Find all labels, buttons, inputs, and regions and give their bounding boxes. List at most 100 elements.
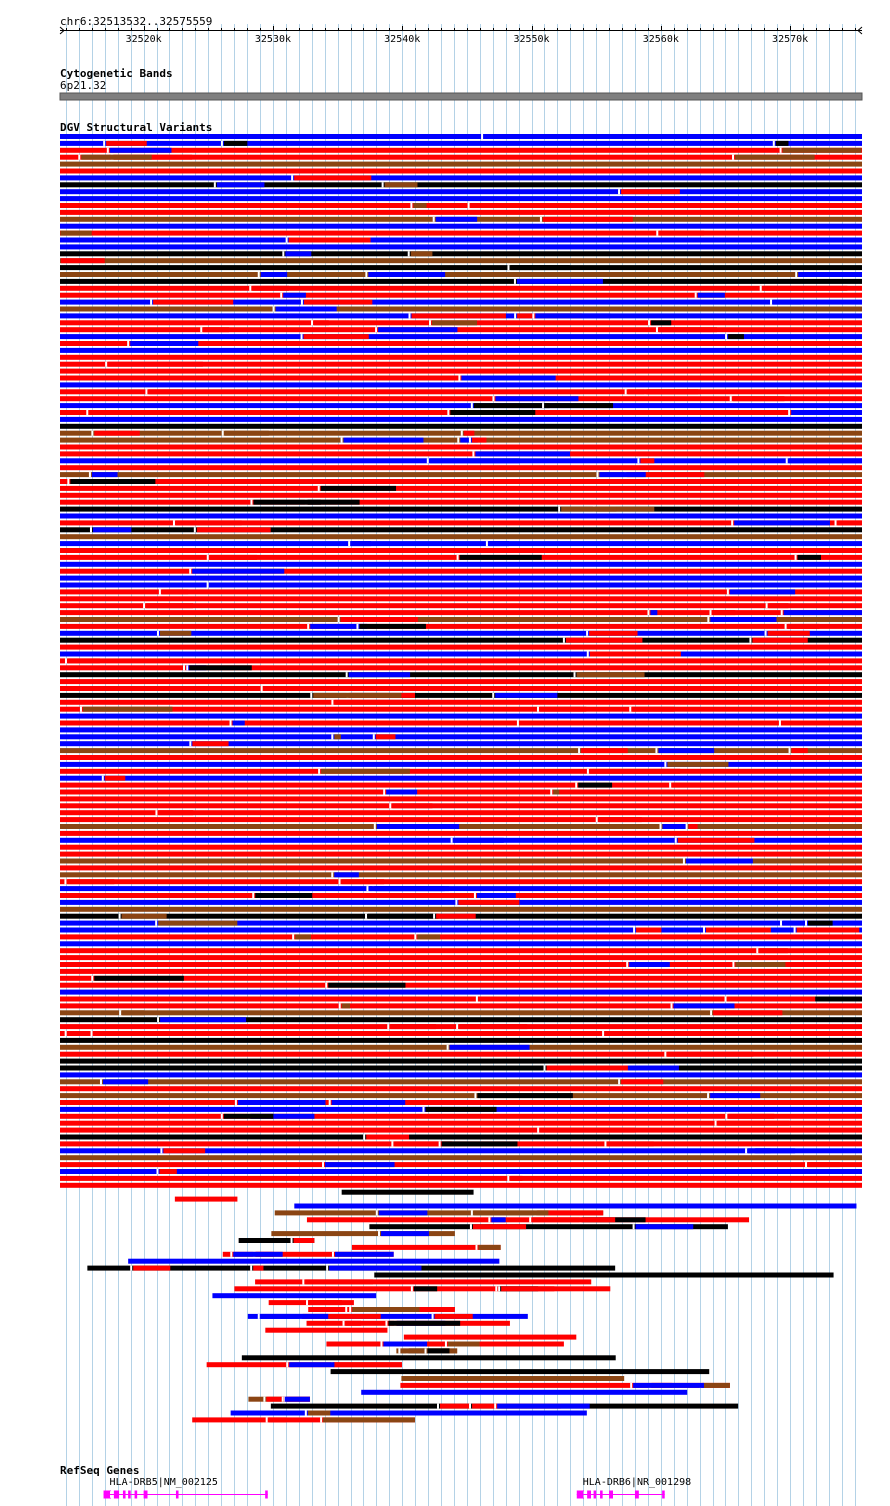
dgv-variant [60, 534, 862, 540]
gene-exon [128, 1490, 131, 1499]
dgv-variant [60, 589, 862, 595]
dgv-variant [685, 858, 753, 864]
dgv-variant [60, 968, 862, 974]
dgv-variant [413, 1286, 438, 1292]
dgv-gap [770, 299, 773, 305]
dgv-variant [607, 1141, 654, 1147]
dgv-variant [60, 603, 862, 609]
dgv-variant [60, 548, 862, 553]
dgv-variant [255, 1279, 592, 1285]
dgv-gap [342, 1320, 345, 1326]
dgv-variant [60, 396, 862, 402]
dgv-gap [260, 686, 263, 691]
dgv-variant [432, 320, 478, 326]
dgv-gap [286, 1362, 289, 1368]
dgv-variant [782, 147, 862, 153]
dgv-variant [334, 699, 430, 705]
dgv-variant [717, 1120, 790, 1126]
dgv-gap [488, 1217, 491, 1223]
dgv-variant [230, 1410, 587, 1416]
dgv-gap [655, 748, 658, 754]
dgv-variant [60, 927, 862, 933]
dgv-variant [60, 492, 862, 498]
dgv-gap [507, 1175, 510, 1181]
dgv-variant [106, 140, 147, 146]
dgv-variant [60, 230, 92, 236]
dgv-variant [60, 347, 862, 353]
dgv-gap [157, 1017, 160, 1023]
dgv-variant [60, 1134, 862, 1140]
ruler-tick-label: 32540k [384, 34, 421, 45]
dgv-gap [206, 582, 209, 588]
dgv-gap [495, 1286, 498, 1292]
dgv-gap [513, 278, 516, 284]
dgv-gap [685, 824, 688, 829]
dgv-variant [768, 603, 789, 609]
dgv-gap [200, 327, 203, 333]
dgv-variant [60, 623, 862, 629]
dgv-variant [60, 858, 862, 864]
gene-exon [175, 1490, 179, 1499]
dgv-variant [673, 1003, 735, 1009]
dgv-variant [60, 568, 862, 574]
dgv-gap [250, 499, 253, 505]
cytoband-ideogram[interactable] [0, 0, 890, 110]
dgv-variant [60, 161, 862, 167]
dgv-variant [546, 1065, 628, 1071]
dgv-variant [837, 520, 862, 526]
dgv-gap [338, 1003, 341, 1009]
dgv-variant [60, 699, 862, 705]
dgv-variant [386, 789, 418, 795]
dgv-variant [375, 734, 396, 740]
dgv-variant [447, 1341, 480, 1347]
dgv-variant [224, 430, 269, 436]
dgv-variant [497, 1403, 590, 1409]
dgv-gap [57, 230, 60, 236]
dgv-gap [725, 1113, 728, 1119]
dgv-variant [369, 886, 450, 892]
dgv-gap [119, 1010, 122, 1016]
gene-label[interactable]: HLA-DRB6|NR_001298 [582, 1477, 692, 1488]
dgv-gap [265, 1417, 268, 1423]
gene-label[interactable]: HLA-DRB5|NM_002125 [109, 1477, 218, 1488]
dgv-variant [60, 996, 862, 1002]
dgv-variants-track[interactable] [0, 0, 890, 1460]
dgv-variant [60, 879, 862, 885]
position-ruler[interactable] [0, 0, 890, 60]
dgv-gap [710, 1010, 713, 1016]
dgv-gap [709, 610, 712, 616]
dgv-variant [60, 734, 862, 740]
dgv-gap [469, 1403, 472, 1409]
dgv-variant [477, 1093, 573, 1099]
dgv-variant [60, 154, 862, 160]
dgv-variant [60, 251, 862, 257]
dgv-variant [436, 913, 476, 919]
dgv-variant [635, 1224, 694, 1230]
dgv-variant [658, 748, 715, 754]
dgv-variant [60, 278, 862, 284]
dgv-variant [271, 1231, 455, 1237]
dgv-gap [345, 672, 348, 678]
dgv-variant [260, 272, 288, 277]
dgv-variant [334, 872, 359, 878]
dgv-variant [478, 996, 504, 1002]
dgv-gap [328, 1100, 331, 1105]
dgv-gap [714, 1120, 717, 1126]
dgv-gap [156, 1169, 159, 1174]
dgv-variant [425, 1106, 497, 1112]
dgv-gap [780, 610, 783, 616]
dgv-gap [759, 285, 762, 291]
dgv-gap [457, 437, 460, 443]
dgv-gap [337, 617, 340, 622]
dgv-variant [60, 989, 862, 995]
dgv-variant [450, 410, 536, 415]
dgv-variant [702, 1382, 730, 1388]
dgv-variant [67, 879, 115, 885]
dgv-variant [519, 720, 587, 726]
dgv-gap [780, 920, 783, 926]
dgv-variant [60, 465, 862, 471]
dgv-gap [99, 1079, 102, 1085]
dgv-gap [257, 1313, 260, 1319]
